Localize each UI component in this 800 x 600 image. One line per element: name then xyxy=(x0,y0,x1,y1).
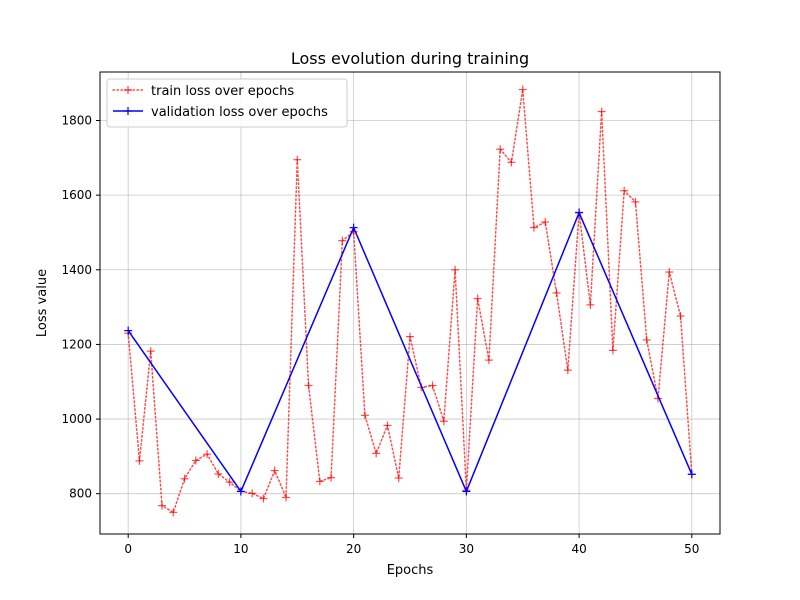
y-tick-label: 1800 xyxy=(61,114,92,128)
y-tick-label: 1000 xyxy=(61,412,92,426)
train-loss-point xyxy=(620,186,629,195)
train-loss-point xyxy=(518,85,527,94)
train-loss-point xyxy=(372,449,381,458)
y-tick-label: 1600 xyxy=(61,188,92,202)
train-loss-point xyxy=(406,332,414,341)
train-loss-point xyxy=(394,474,403,483)
x-tick-label: 10 xyxy=(233,542,248,556)
x-tick-label: 20 xyxy=(346,542,361,556)
y-tick-label: 800 xyxy=(69,487,92,501)
train-loss-point xyxy=(586,300,595,309)
train-loss-point xyxy=(428,381,437,390)
legend-marker-validation xyxy=(124,107,132,115)
train-loss-point xyxy=(338,236,347,245)
train-loss-point xyxy=(563,366,572,375)
train-loss-point xyxy=(473,294,482,303)
train-loss-point xyxy=(259,494,268,503)
grid-lines xyxy=(100,72,720,534)
legend-marker-train xyxy=(124,86,132,94)
train-loss-point xyxy=(608,346,617,355)
train-loss-point xyxy=(439,417,448,426)
train-loss-point xyxy=(158,501,166,510)
y-tick-label: 1200 xyxy=(61,337,92,351)
train-loss-point xyxy=(315,477,324,486)
validation-loss-point xyxy=(687,470,696,479)
legend-label-train: train loss over epochs xyxy=(151,84,294,99)
legend-plus-validation xyxy=(124,107,132,115)
x-tick-label: 30 xyxy=(459,542,474,556)
train-loss-point xyxy=(496,145,505,154)
plot-series xyxy=(124,85,696,517)
x-tick-label: 40 xyxy=(571,542,586,556)
validation-loss-point xyxy=(124,326,133,335)
train-loss-point xyxy=(327,473,336,482)
legend-box xyxy=(106,78,348,128)
axis-ticks: 0 10 20 30 40 50 800 1000 1200 1400 1600 1800 xyxy=(61,114,699,556)
x-axis-label: Epochs xyxy=(387,563,434,578)
validation-loss-point xyxy=(236,487,245,496)
x-tick-label: 0 xyxy=(124,542,132,556)
y-tick-label: 1400 xyxy=(61,263,92,277)
validation-loss-point xyxy=(462,487,471,496)
legend: train loss over epochs validation loss o… xyxy=(106,78,348,128)
train-loss-point xyxy=(293,155,302,164)
train-loss-point xyxy=(507,158,516,167)
train-loss-point xyxy=(597,107,606,116)
train-loss-point xyxy=(541,218,550,227)
legend-plus-train xyxy=(124,86,132,94)
train-loss-point xyxy=(180,474,189,483)
x-tick-label: 50 xyxy=(684,542,699,556)
chart-title: Loss evolution during training xyxy=(291,49,529,68)
train-loss-point xyxy=(360,411,369,420)
series-train xyxy=(124,85,696,517)
train-loss-point xyxy=(304,381,313,390)
train-loss-point xyxy=(191,456,200,465)
train-loss-point xyxy=(282,493,290,502)
train-loss-point xyxy=(225,478,234,487)
train-loss-point xyxy=(383,421,392,430)
validation-loss-line xyxy=(127,211,693,493)
train-loss-point xyxy=(135,456,144,465)
train-loss-point xyxy=(642,335,651,344)
train-loss-point xyxy=(248,489,257,498)
train-loss-point xyxy=(203,450,212,459)
train-loss-point xyxy=(270,466,279,475)
train-loss-point xyxy=(665,268,674,277)
train-loss-point xyxy=(146,347,155,356)
legend-label-validation: validation loss over epochs xyxy=(151,105,328,120)
train-loss-point xyxy=(214,469,223,478)
train-loss-point xyxy=(552,288,561,297)
plot-frame xyxy=(99,71,721,535)
train-loss-point xyxy=(631,197,640,206)
y-axis-label: Loss value xyxy=(35,269,50,337)
series-validation xyxy=(124,208,696,496)
validation-loss-point xyxy=(349,223,358,232)
train-loss-point xyxy=(676,312,685,321)
validation-loss-point xyxy=(575,208,584,217)
train-loss-point xyxy=(451,265,460,274)
train-loss-point xyxy=(169,508,178,517)
train-loss-point xyxy=(484,356,493,365)
train-loss-point xyxy=(530,223,538,232)
